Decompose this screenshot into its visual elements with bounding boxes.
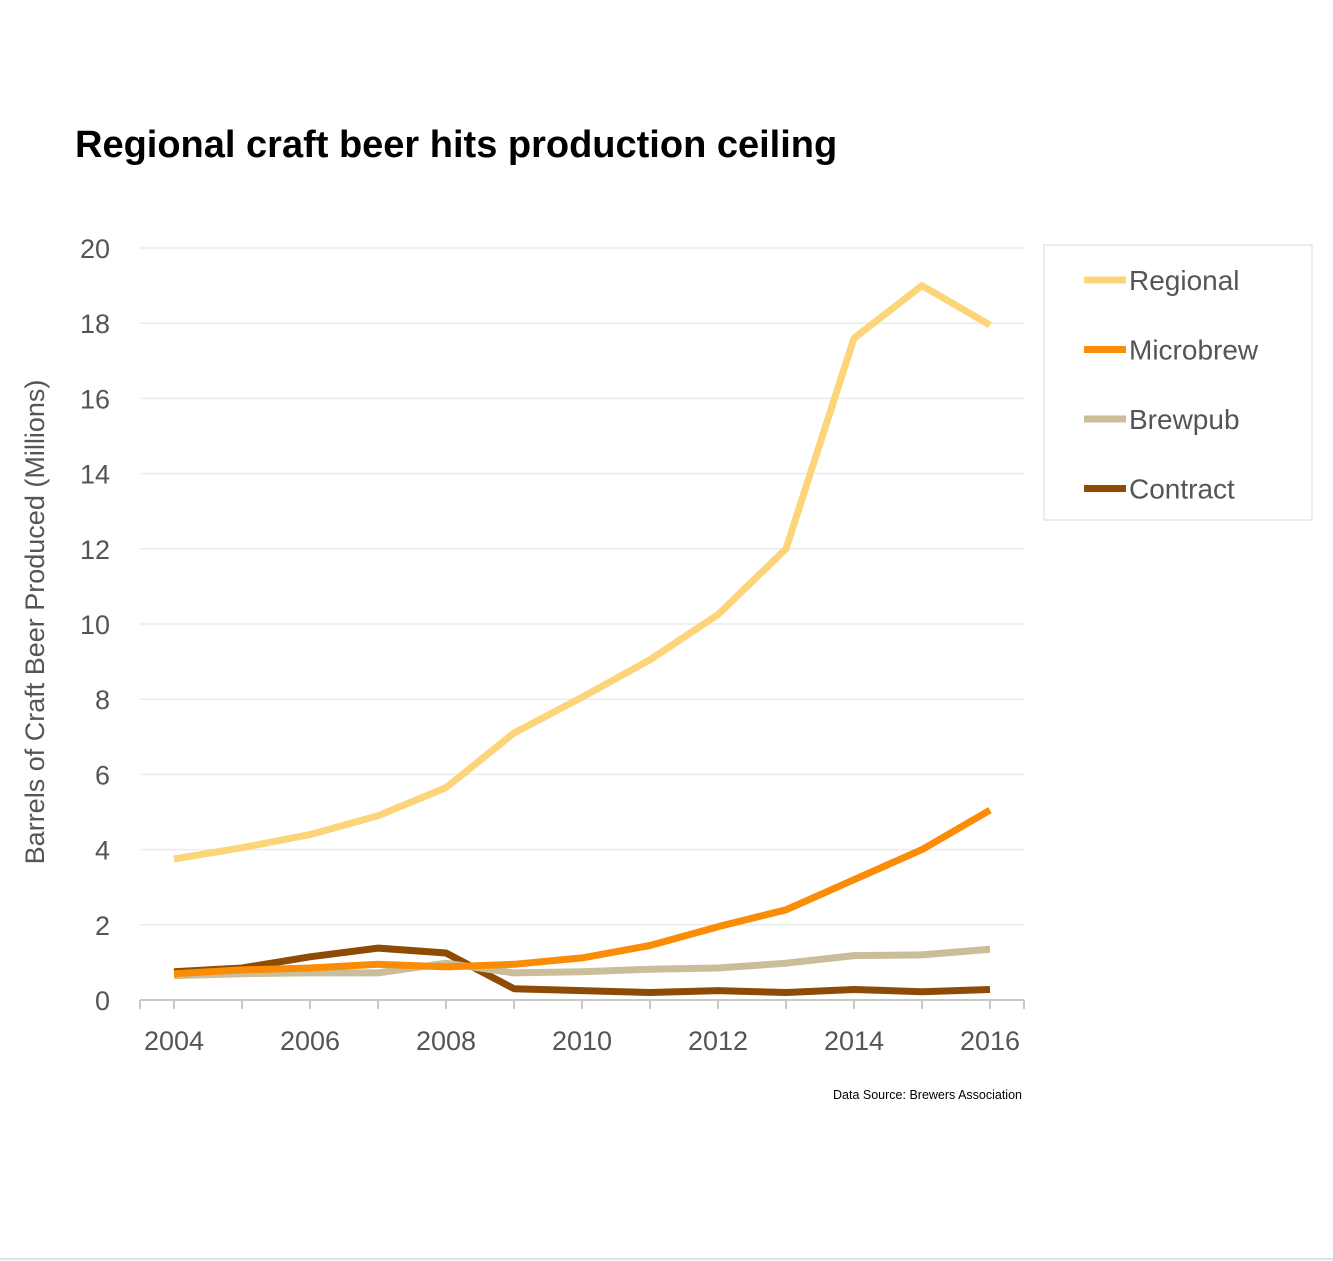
series-lines <box>173 282 992 996</box>
legend-label-regional: Regional <box>1129 265 1240 296</box>
x-tick-label: 2008 <box>416 1026 476 1056</box>
x-tick-label: 2010 <box>552 1026 612 1056</box>
y-tick-label: 0 <box>95 986 110 1016</box>
y-tick-label: 10 <box>80 610 110 640</box>
x-tick-label: 2016 <box>960 1026 1020 1056</box>
legend-label-microbrew: Microbrew <box>1129 335 1259 366</box>
series-line-brewpub <box>173 945 991 980</box>
y-axis-title: Barrels of Craft Beer Produced (Millions… <box>20 380 50 865</box>
y-tick-label: 20 <box>80 234 110 264</box>
y-tick-label: 4 <box>95 836 110 866</box>
y-tick-label: 12 <box>80 535 110 565</box>
legend-label-contract: Contract <box>1129 474 1235 505</box>
series-line-contract <box>173 944 991 996</box>
legend-label-brewpub: Brewpub <box>1129 404 1240 435</box>
legend-box <box>1043 244 1313 521</box>
y-tick-label: 2 <box>95 911 110 941</box>
axes: 0 2 4 6 8 10 12 14 16 18 20 2004 2006 2008 2010 2012 201… <box>80 234 1025 1056</box>
y-tick-label: 8 <box>95 685 110 715</box>
legend: Regional Microbrew Brewpub Contract <box>1043 244 1313 521</box>
x-tick-label: 2014 <box>824 1026 884 1056</box>
x-tick-label: 2012 <box>688 1026 748 1056</box>
source-note: Data Source: Brewers Association <box>833 1088 1022 1102</box>
y-tick-label: 6 <box>95 760 110 790</box>
x-tick-label: 2004 <box>144 1026 204 1056</box>
series-line-microbrew <box>173 807 992 978</box>
x-tick-label: 2006 <box>280 1026 340 1056</box>
y-tick-label: 18 <box>80 309 110 339</box>
y-tick-label: 14 <box>80 460 110 490</box>
series-line-regional <box>173 282 992 863</box>
chart-title: Regional craft beer hits production ceil… <box>75 124 837 166</box>
gridlines <box>140 247 1024 926</box>
y-tick-label: 16 <box>80 384 110 414</box>
